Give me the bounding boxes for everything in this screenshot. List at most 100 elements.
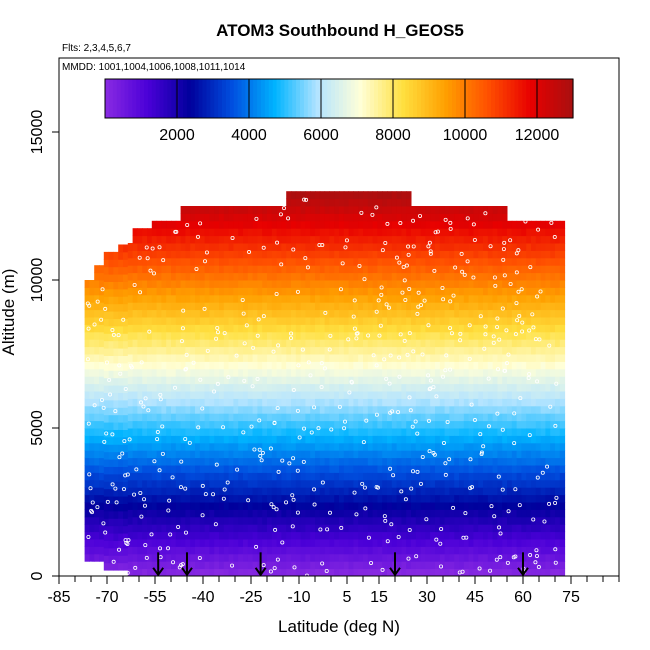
heatmap-cell [238, 546, 244, 555]
heatmap-cell [363, 331, 369, 340]
heatmap-cell [185, 553, 191, 562]
heatmap-cell [348, 213, 354, 222]
heatmap-cell [209, 457, 215, 466]
heatmap-cell [382, 383, 388, 392]
heatmap-cell [171, 435, 177, 444]
heatmap-cell [156, 524, 162, 533]
heatmap-cell [497, 317, 503, 325]
heatmap-cell [228, 250, 234, 259]
heatmap-cell [367, 331, 374, 340]
heatmap-cell [468, 487, 474, 496]
heatmap-cell [137, 250, 143, 259]
heatmap-cell [243, 213, 249, 222]
heatmap-cell [84, 368, 90, 377]
heatmap-cell [454, 317, 460, 325]
heatmap-cell [401, 228, 407, 237]
heatmap-cell [151, 354, 158, 362]
heatmap-cell [420, 405, 426, 414]
heatmap-cell [377, 487, 383, 496]
heatmap-cell [420, 479, 426, 488]
heatmap-cell [123, 481, 129, 490]
heatmap-cell [171, 428, 177, 436]
heatmap-cell [339, 324, 345, 333]
heatmap-cell [406, 228, 412, 237]
heatmap-cell [353, 568, 359, 577]
heatmap-cell [401, 220, 407, 229]
heatmap-cell [391, 243, 398, 251]
heatmap-cell [108, 333, 114, 342]
heatmap-cell [89, 413, 95, 422]
heatmap-cell [459, 487, 465, 496]
heatmap-cell [348, 405, 354, 414]
heatmap-cell [142, 228, 148, 237]
heatmap-cell [430, 228, 436, 237]
heatmap-cell [185, 531, 191, 540]
heatmap-cell [363, 346, 369, 355]
heatmap-cell [300, 354, 306, 362]
heatmap-cell [430, 502, 436, 510]
heatmap-cell [295, 376, 302, 385]
heatmap-cell [89, 494, 95, 503]
heatmap-cell [559, 391, 566, 399]
heatmap-cell [324, 272, 330, 281]
heatmap-cell [123, 422, 129, 430]
heatmap-cell [511, 442, 518, 451]
heatmap-cell [238, 472, 244, 481]
heatmap-cell [175, 265, 182, 274]
heatmap-cell [334, 442, 340, 451]
heatmap-cell [315, 280, 321, 288]
heatmap-cell [396, 568, 402, 577]
heatmap-cell [214, 472, 220, 481]
heatmap-cell [463, 346, 470, 355]
heatmap-cell [377, 302, 383, 311]
heatmap-cell [391, 509, 398, 518]
heatmap-cell [511, 309, 518, 318]
heatmap-cell [401, 405, 407, 414]
heatmap-cell [185, 213, 191, 222]
heatmap-cell [550, 354, 556, 362]
heatmap-cell [305, 228, 311, 237]
heatmap-cell [406, 428, 412, 436]
heatmap-cell [171, 265, 177, 274]
heatmap-cell [132, 502, 138, 510]
heatmap-cell [382, 331, 388, 340]
heatmap-cell [550, 391, 556, 399]
heatmap-cell [223, 413, 230, 422]
heatmap-cell [113, 436, 119, 445]
heatmap-cell [147, 287, 153, 296]
heatmap-cell [137, 361, 143, 370]
heatmap-cell [305, 516, 311, 525]
heatmap-cell [190, 479, 196, 488]
heatmap-cell [195, 272, 201, 281]
heatmap-cell [262, 294, 268, 303]
heatmap-cell [108, 362, 114, 371]
heatmap-cell [271, 442, 278, 451]
heatmap-cell [550, 472, 556, 481]
heatmap-cell [535, 428, 542, 436]
heatmap-cell [531, 324, 537, 333]
heatmap-cell [233, 361, 239, 370]
heatmap-cell [300, 487, 306, 496]
heatmap-cell [319, 494, 326, 503]
heatmap-cell [204, 280, 210, 288]
heatmap-cell [367, 428, 374, 436]
heatmap-cell [223, 235, 230, 244]
heatmap-cell [531, 502, 537, 510]
heatmap-cell [420, 294, 426, 303]
heatmap-cell [324, 257, 330, 266]
heatmap-cell [401, 235, 407, 244]
heatmap-cell [137, 309, 143, 318]
heatmap-cell [329, 553, 335, 562]
heatmap-cell [367, 450, 374, 459]
heatmap-cell [420, 235, 426, 244]
heatmap-cell [180, 509, 186, 518]
heatmap-cell [180, 383, 186, 392]
heatmap-cell [430, 220, 436, 229]
heatmap-cell [454, 257, 460, 266]
heatmap-cell [171, 368, 177, 377]
heatmap-cell [406, 465, 412, 473]
heatmap-cell [99, 539, 105, 547]
heatmap-cell [526, 539, 532, 547]
heatmap-cell [257, 376, 263, 385]
heatmap-cell [487, 450, 494, 459]
